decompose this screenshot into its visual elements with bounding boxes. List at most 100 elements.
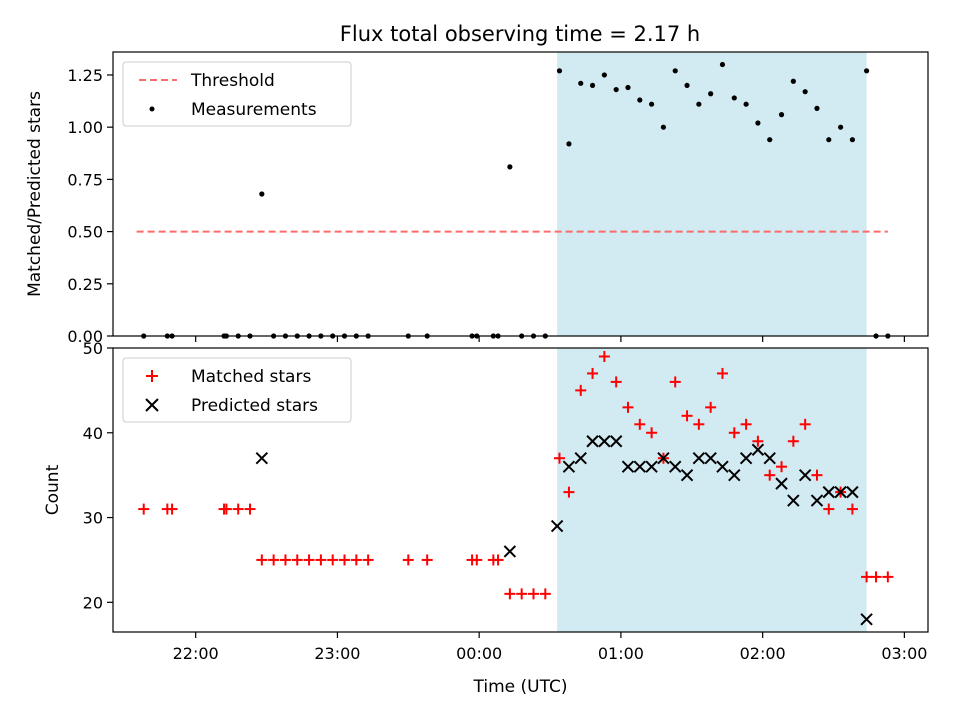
predicted-star-point [763,452,776,465]
measurement-point [696,101,702,107]
predicted-star-point [822,485,835,499]
measurement-point [625,84,631,91]
measurement-point [637,97,643,103]
measurement-point [660,124,667,130]
predicted-star-point [692,452,706,465]
top-legend: Threshold Measurements [122,61,352,127]
matched-star-point [539,588,551,600]
matched-stars-series [138,350,894,600]
y-tick-label: 50 [83,339,103,358]
predicted-star-point [751,443,765,456]
matched-star-point [303,554,315,566]
matched-star-point [669,376,681,388]
matched-star-point [339,554,351,566]
measurement-point [684,82,690,89]
predicted-star-point [775,477,788,490]
matched-star-point [764,469,776,481]
predicted-star-point [798,468,812,482]
predicted-star-point [716,460,729,473]
y-tick-label: 20 [83,593,103,612]
matched-star-point [799,418,811,430]
legend-measurements-label: Measurements [191,100,317,120]
matched-star-point [268,554,280,566]
predicted-star-point [255,452,269,465]
x-tick-label: 22:00 [173,644,219,663]
bottom-legend: Matched stars Predicted stars [122,357,352,423]
matched-star-point [846,503,858,515]
matched-star-point [220,503,232,515]
matched-star-point [882,571,894,583]
legend-matched-label: Matched stars [191,367,311,387]
top-y-axis-label: Matched/Predicted stars [25,91,45,297]
measurement-point [743,101,749,107]
measurement-point [672,68,678,74]
legend-predicted-swatch [145,398,159,412]
predicted-star-point [834,485,847,499]
measurement-point [613,86,619,93]
predicted-star-point [562,460,576,473]
top-panel: 0.00 0.25 0.50 0.75 1.00 1.25 Matched/Predict… [25,51,929,346]
y-tick-label: 40 [83,424,103,443]
predicted-star-point [846,485,859,499]
observing-window-shade-top [557,52,867,336]
matched-star-point [728,427,740,439]
matched-star-point [504,588,516,600]
predicted-star-point [621,460,635,473]
y-tick-label: 0.25 [67,275,103,294]
matched-star-point [553,452,565,464]
measurement-point [826,137,832,143]
measurement-point [778,112,785,118]
bottom-y-axis-label: Count [43,464,63,515]
x-tick-label: 23:00 [314,644,360,663]
measurement-point [566,141,572,147]
matched-star-point [244,503,256,515]
legend-threshold-label: Threshold [190,71,275,91]
measurement-point [259,191,265,197]
measurement-point [578,80,584,86]
x-tick-label: 03:00 [881,644,927,663]
predicted-star-point [633,460,647,473]
matched-star-point [861,571,873,583]
predicted-star-point [609,435,623,448]
measurements-series [141,61,891,339]
predicted-star-point [586,435,599,448]
matched-star-point [256,554,268,566]
measurement-point [767,137,773,143]
predicted-star-point [860,613,873,626]
measurement-point [731,95,737,101]
figure-title: Flux total observing time = 2.17 h [340,22,700,46]
predicted-star-point [598,435,611,448]
matched-star-point [315,554,327,566]
top-legend-box [122,61,352,127]
predicted-stars-series [255,435,873,626]
measurement-point [863,68,870,74]
measurement-point [719,61,726,68]
matched-star-point [492,554,504,566]
matched-star-point [327,554,339,566]
legend-predicted-label: Predicted stars [191,396,318,416]
measurement-point [507,164,513,170]
top-axes-frame [112,51,929,337]
matched-star-point [811,469,823,481]
matched-star-point [693,418,705,430]
bottom-x-axis-label: Time (UTC) [473,677,568,697]
predicted-star-point [810,494,824,507]
predicted-star-point [645,460,658,473]
matched-star-point [421,554,433,566]
predicted-star-point [739,452,753,465]
predicted-star-point [728,468,741,482]
matched-star-point [471,554,483,566]
matched-star-point [232,503,244,515]
matched-star-point [870,571,882,583]
predicted-star-point [787,494,800,507]
matched-star-point [350,554,362,566]
matched-star-point [646,427,658,439]
measurement-point [649,101,655,107]
predicted-star-point [704,452,717,465]
observing-window-shade-bottom [557,348,867,632]
measurement-point [556,68,563,74]
matched-star-point [279,554,291,566]
y-tick-label: 1.25 [67,66,103,85]
